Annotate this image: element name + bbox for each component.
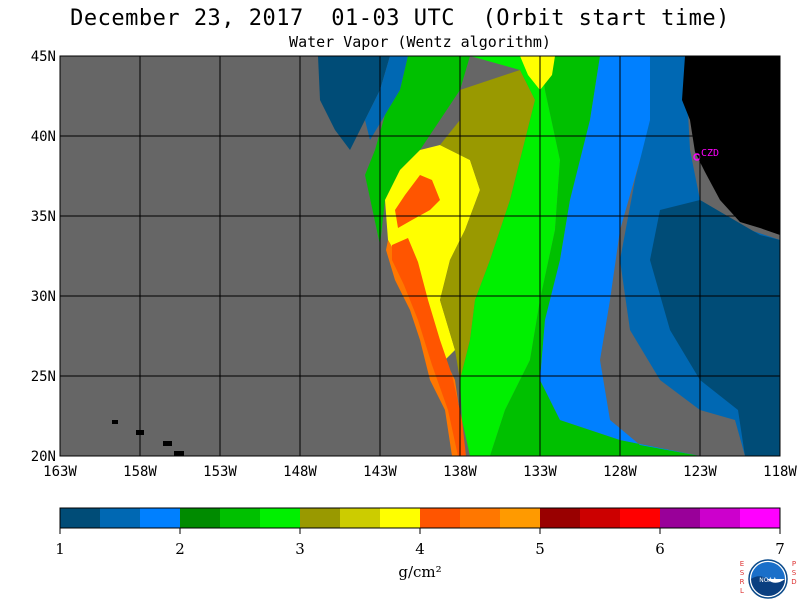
swath-band-green-west: [365, 56, 470, 245]
colorbar-tick-label: 1: [55, 540, 65, 558]
swath-band-red-orange-south: [392, 238, 466, 456]
colorbar-swatch: [340, 508, 380, 528]
colorbar-swatch: [500, 508, 540, 528]
map-subtitle: Water Vapor (Wentz algorithm): [289, 33, 551, 51]
swath-band-medblue-west: [365, 56, 408, 140]
colorbar-swatch: [300, 508, 340, 528]
lat-label: 35N: [31, 209, 56, 225]
lon-label: 118W: [763, 464, 797, 480]
colorbar-tick-label: 5: [535, 540, 545, 558]
colorbar-swatch: [580, 508, 620, 528]
lon-label: 138W: [443, 464, 477, 480]
lon-label: 133W: [523, 464, 557, 480]
logo-center-text: NOAA: [759, 577, 777, 584]
colorbar-swatch: [740, 508, 780, 528]
colorbar-swatch: [660, 508, 700, 528]
colorbar-tick-label: 3: [295, 540, 305, 558]
colorbar-tick-label: 4: [415, 540, 425, 558]
island-kauai: [112, 420, 118, 424]
colorbar-swatch: [100, 508, 140, 528]
colorbar-swatch: [380, 508, 420, 528]
colorbar-swatch: [260, 508, 300, 528]
logo-letter: P: [792, 560, 796, 568]
logo-letter: R: [740, 578, 745, 586]
swath-band-medblue-east: [540, 56, 700, 456]
swath-band-green-mid: [490, 56, 700, 456]
swath-band-darkblue-west: [318, 56, 390, 150]
lon-label: 128W: [603, 464, 637, 480]
land-north-america: [682, 56, 780, 235]
colorbar-swatch: [460, 508, 500, 528]
logo-letter: D: [791, 578, 796, 586]
station-label: CZD: [701, 148, 719, 159]
longitude-labels: 163W 158W 153W 148W 143W 138W 133W 128W 123W 118W: [43, 464, 797, 480]
lat-label: 20N: [31, 449, 56, 465]
colorbar-tick-label: 7: [775, 540, 785, 558]
map-frame: [59, 55, 781, 457]
colorbar-tick-labels: 1 2 3 4 5 6 7: [55, 528, 785, 558]
island-hawaii: [174, 451, 184, 456]
colorbar-swatch: [700, 508, 740, 528]
colorbar-tick-label: 2: [175, 540, 185, 558]
colorbar-swatch: [540, 508, 580, 528]
swath-band-deepblue-east: [650, 200, 780, 456]
swath-band-orange: [386, 240, 460, 456]
lat-label: 25N: [31, 369, 56, 385]
lon-label: 163W: [43, 464, 77, 480]
colorbar-swatch: [620, 508, 660, 528]
swath-band-red-orange-north: [395, 175, 440, 228]
lat-label: 45N: [31, 49, 56, 65]
lat-label: 30N: [31, 289, 56, 305]
colorbar-unit: g/cm²: [398, 563, 441, 581]
lon-label: 158W: [123, 464, 157, 480]
colorbar-swatch: [180, 508, 220, 528]
colorbar-swatch: [140, 508, 180, 528]
colorbar-swatch: [220, 508, 260, 528]
map-title: December 23, 2017 01-03 UTC (Orbit start…: [70, 6, 730, 31]
lon-label: 143W: [363, 464, 397, 480]
colorbar-tick-label: 6: [655, 540, 665, 558]
logo-letter: S: [792, 569, 797, 577]
swath-band-olive: [440, 70, 535, 380]
colorbar-swatch: [60, 508, 100, 528]
colorbar: [59, 507, 781, 529]
logo-letter: E: [740, 560, 744, 568]
lat-label: 40N: [31, 129, 56, 145]
swath-band-yellow-top: [520, 56, 555, 90]
colorbar-swatch: [420, 508, 460, 528]
lon-label: 123W: [683, 464, 717, 480]
lon-label: 153W: [203, 464, 237, 480]
swath-band-lightgreen: [460, 56, 560, 456]
island-maui: [163, 441, 172, 446]
logo-letter: S: [740, 569, 745, 577]
logo-letter: L: [740, 587, 744, 595]
latitude-labels: 45N 40N 35N 30N 25N 20N: [31, 49, 56, 465]
lon-label: 148W: [283, 464, 317, 480]
